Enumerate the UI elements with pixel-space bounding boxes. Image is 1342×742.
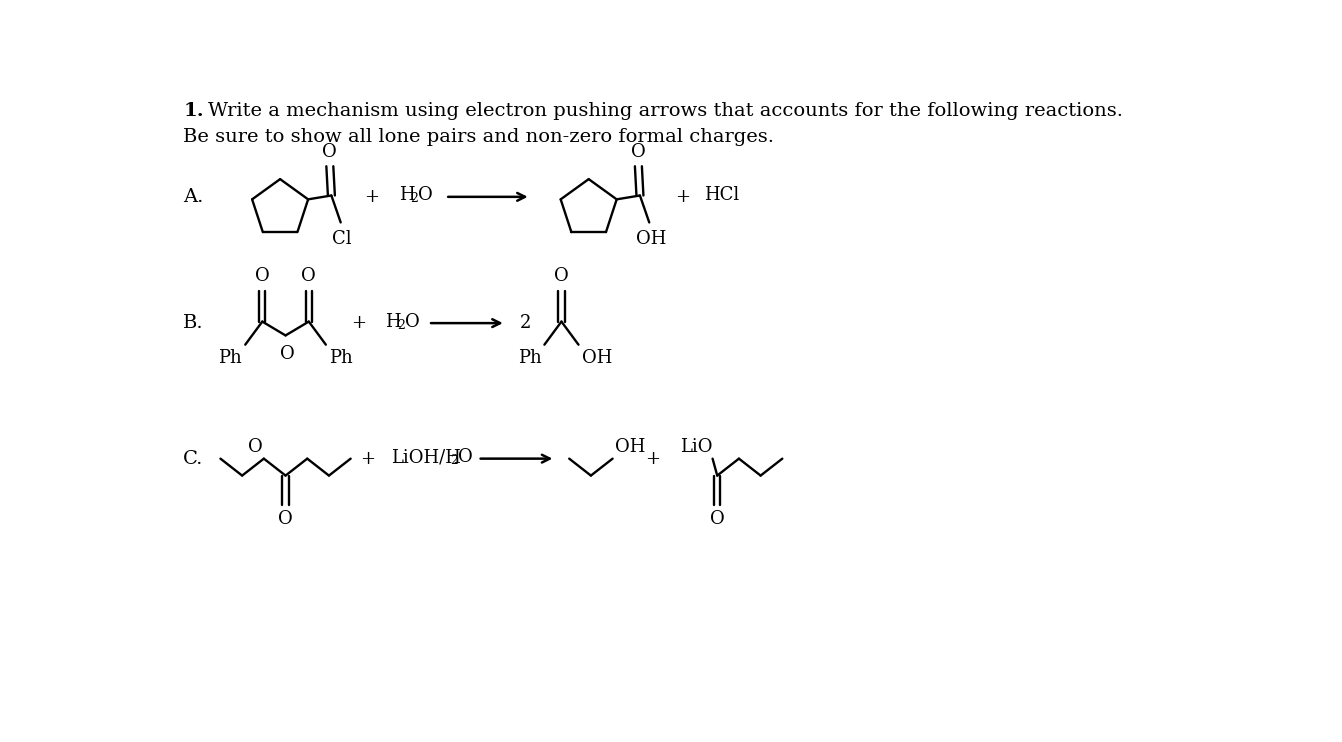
Text: Ph: Ph <box>518 349 541 367</box>
Text: +: + <box>646 450 660 467</box>
Text: 2: 2 <box>451 454 459 467</box>
Text: O: O <box>554 267 569 286</box>
Text: OH: OH <box>636 230 666 248</box>
Text: H: H <box>399 186 415 204</box>
Text: Ph: Ph <box>329 349 353 367</box>
Text: O: O <box>302 267 317 286</box>
Text: Cl: Cl <box>331 230 352 248</box>
Text: O: O <box>631 143 646 161</box>
Text: O: O <box>710 510 725 528</box>
Text: H: H <box>385 312 401 331</box>
Text: +: + <box>364 188 380 206</box>
Text: Write a mechanism using electron pushing arrows that accounts for the following : Write a mechanism using electron pushing… <box>208 102 1123 120</box>
Text: Ph: Ph <box>219 349 242 367</box>
Text: O: O <box>459 448 474 466</box>
Text: O: O <box>417 186 432 204</box>
Text: HCl: HCl <box>705 186 739 204</box>
Text: O: O <box>278 510 293 528</box>
Text: Be sure to show all lone pairs and non-zero formal charges.: Be sure to show all lone pairs and non-z… <box>184 128 774 145</box>
Text: +: + <box>350 314 366 332</box>
Text: C.: C. <box>184 450 204 467</box>
Text: O: O <box>404 312 419 331</box>
Text: OH: OH <box>581 349 612 367</box>
Text: O: O <box>322 143 337 161</box>
Text: B.: B. <box>184 314 204 332</box>
Text: 2: 2 <box>411 192 417 206</box>
Text: A.: A. <box>184 188 204 206</box>
Text: O: O <box>255 267 270 286</box>
Text: LiO: LiO <box>680 438 713 456</box>
Text: +: + <box>360 450 376 467</box>
Text: 2: 2 <box>397 318 405 332</box>
Text: OH: OH <box>615 438 646 456</box>
Text: 2: 2 <box>519 314 531 332</box>
Text: +: + <box>675 188 690 206</box>
Text: O: O <box>248 438 263 456</box>
Text: LiOH/H: LiOH/H <box>391 448 460 466</box>
Text: 1.: 1. <box>184 102 204 120</box>
Text: O: O <box>279 346 294 364</box>
